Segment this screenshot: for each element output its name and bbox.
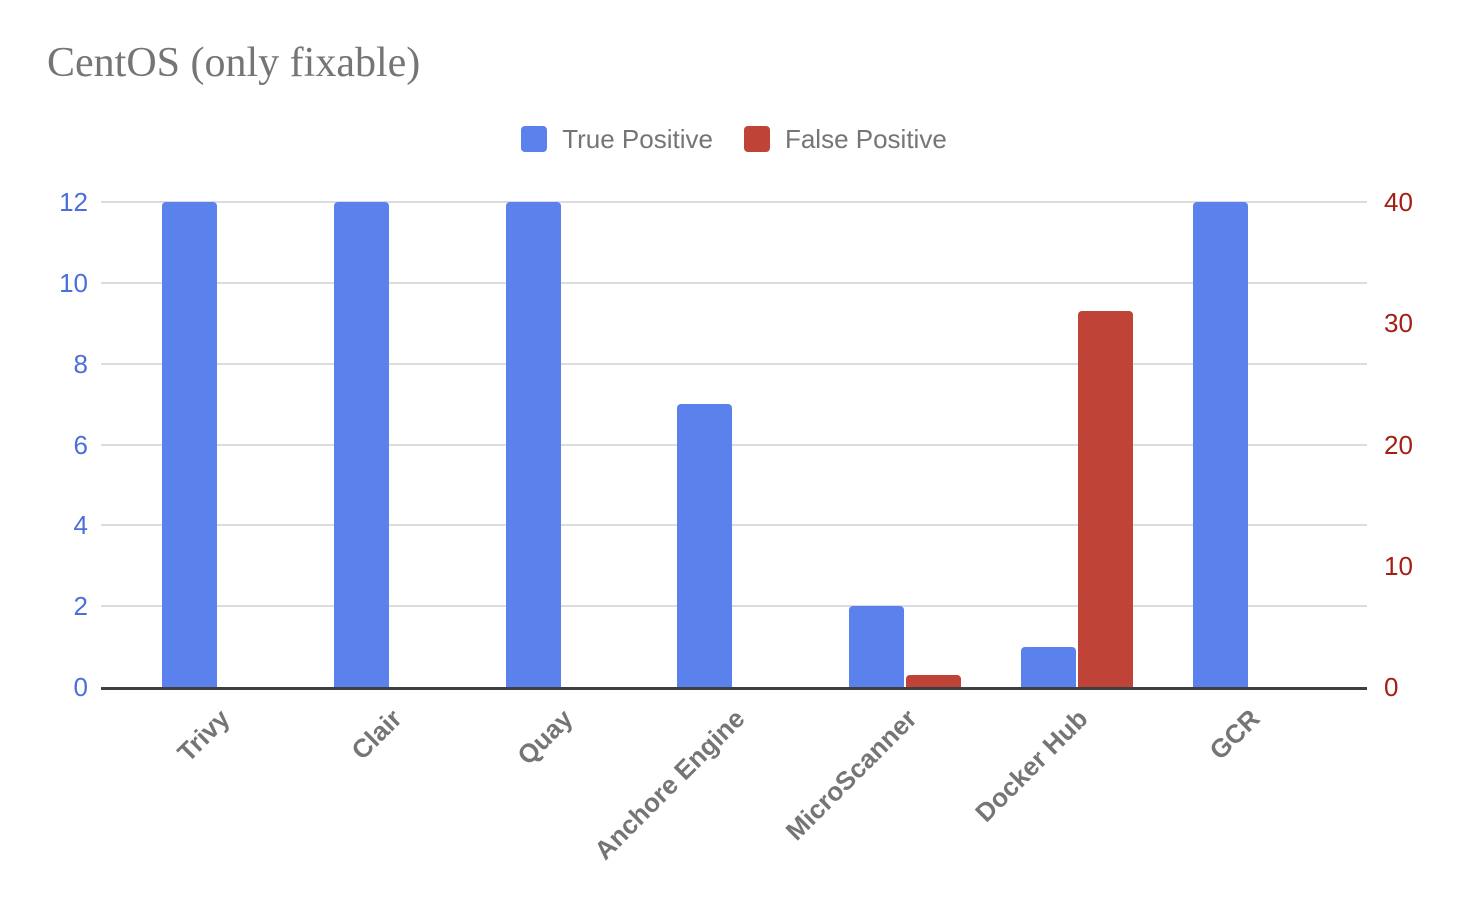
left-y-axis: 0 2 4 6 8 10 12 [0,189,88,700]
bar-true-positive-trivy [162,202,218,687]
plot-area [101,201,1367,690]
gridline [101,362,1367,365]
legend-swatch-false-positive [743,126,770,152]
legend: True Positive False Positive [0,126,1468,152]
bar-true-positive-docker-hub [1020,647,1076,687]
x-category-label-text: Clair [344,703,408,766]
x-category-label-quay: Quay [512,703,623,770]
gridline [101,524,1367,527]
right-axis-tick-20: 20 [1384,429,1413,460]
x-category-label-text: Quay [511,703,579,771]
legend-label: False Positive [784,124,947,154]
legend-item-false-positive: False Positive [743,124,947,154]
gridline [101,201,1367,203]
x-category-label-gcr: GCR [1203,703,1303,765]
chart-title: CentOS (only fixable) [47,40,421,86]
legend-label: True Positive [562,124,713,154]
gridline [101,443,1367,446]
left-axis-tick-8: 8 [73,348,88,379]
x-category-label-docker-hub: Docker Hub [969,703,1219,827]
right-axis-tick-10: 10 [1384,550,1413,581]
bar-false-positive-microscanner [906,675,962,687]
right-axis-tick-40: 40 [1384,187,1413,217]
x-category-label-trivy: Trivy [171,703,276,767]
bar-true-positive-gcr [1192,202,1248,687]
legend-item-true-positive: True Positive [521,126,713,152]
gridline [101,605,1367,608]
x-category-label-clair: Clair [345,703,445,765]
bar-false-positive-docker-hub [1077,311,1133,687]
gridline [101,281,1367,284]
bar-true-positive-microscanner [849,606,905,687]
right-y-axis: 0 10 20 30 40 [1384,189,1468,700]
left-axis-tick-0: 0 [73,672,88,702]
left-axis-tick-6: 6 [73,429,88,460]
legend-swatch-true-positive [521,126,548,152]
bar-true-positive-clair [334,202,390,687]
bar-true-positive-anchore-engine [677,404,733,687]
right-axis-tick-0: 0 [1384,672,1399,702]
left-axis-tick-10: 10 [59,267,88,298]
left-axis-tick-12: 12 [59,187,88,217]
left-axis-tick-2: 2 [73,591,88,622]
bar-true-positive-quay [505,202,561,687]
right-axis-tick-30: 30 [1384,308,1413,339]
left-axis-tick-4: 4 [73,510,88,541]
x-category-label-text: Trivy [171,703,236,768]
x-axis-labels: Trivy Clair Quay Anchore Engine MicroScanner… [101,690,1367,906]
